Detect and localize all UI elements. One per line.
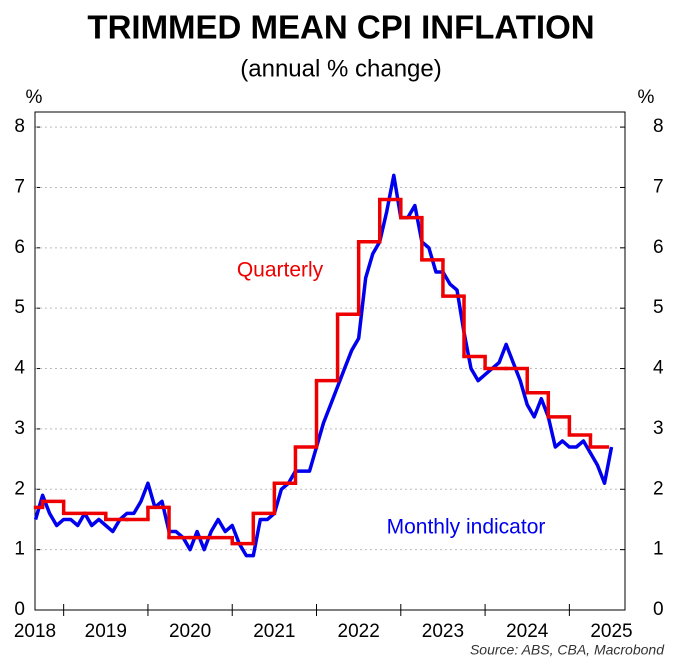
x-tick-label: 2020 (169, 621, 211, 642)
y2-tick-label: 3 (653, 418, 664, 439)
y2-tick-label: 8 (653, 116, 664, 137)
y2-tick-label: 4 (653, 358, 664, 379)
x-tick-label: 2019 (85, 621, 127, 642)
y2-tick-label: 7 (653, 176, 664, 197)
y2-tick-label: 5 (653, 297, 664, 318)
x-tick-label: 2018 (14, 621, 56, 642)
annotation: Monthly indicator (387, 516, 546, 539)
chart-title: TRIMMED MEAN CPI INFLATION (87, 9, 594, 46)
annotation: Quarterly (237, 259, 324, 282)
y2-tick-label: 0 (653, 599, 664, 620)
plot-frame (34, 111, 626, 611)
x-tick-label: 2022 (338, 621, 380, 642)
y-unit-left: % (26, 87, 43, 108)
x-tick-label: 2025 (590, 621, 632, 642)
y-unit-right: % (638, 87, 655, 108)
y-tick-label: 2 (14, 478, 25, 499)
y-tick-label: 4 (14, 358, 25, 379)
y2-tick-label: 2 (653, 478, 664, 499)
y-tick-label: 6 (14, 237, 25, 258)
y-tick-label: 7 (14, 176, 25, 197)
chart-subtitle: (annual % change) (240, 55, 441, 82)
y2-tick-label: 6 (653, 237, 664, 258)
x-tick-label: 2021 (253, 621, 295, 642)
line (33, 173, 614, 558)
x-tick-label: 2023 (422, 621, 464, 642)
y2-tick-label: 1 (653, 539, 664, 560)
x-tick-label: 2024 (506, 621, 549, 642)
y-tick-label: 5 (14, 297, 25, 318)
y-tick-label: 0 (14, 599, 25, 620)
y-tick-label: 8 (14, 116, 25, 137)
y-tick-label: 1 (14, 539, 25, 560)
source: Source: ABS, CBA, Macrobond (470, 642, 665, 658)
y-tick-label: 3 (14, 418, 25, 439)
